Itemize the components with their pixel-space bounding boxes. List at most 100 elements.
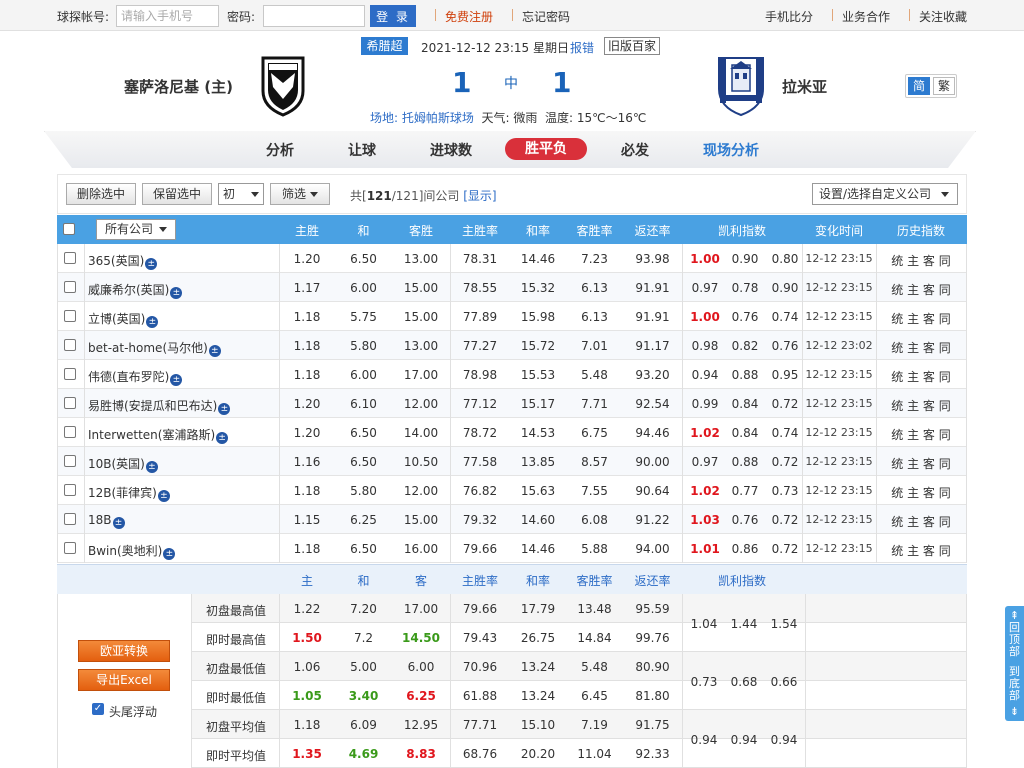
change-time[interactable]: 12-12 23:15 <box>805 281 873 294</box>
col-kelly[interactable]: 凯利指数 <box>717 224 766 238</box>
globe-icon[interactable]: ± <box>170 287 183 299</box>
lang-simplified-button[interactable]: 简 <box>908 77 930 95</box>
history-links[interactable]: 统 主 客 同 <box>891 370 951 384</box>
company-name[interactable]: 365(英国) ± <box>88 252 158 270</box>
history-links[interactable]: 统 主 客 同 <box>891 515 951 529</box>
report-error-link[interactable]: 报错 <box>570 41 595 55</box>
globe-icon[interactable]: ± <box>145 258 158 270</box>
col-draw[interactable]: 和 <box>357 224 370 238</box>
col-away-rate[interactable]: 客胜率 <box>576 224 613 238</box>
history-links[interactable]: 统 主 客 同 <box>891 341 951 355</box>
up-arrow-icon[interactable]: ⇞ <box>1009 609 1020 622</box>
lang-traditional-button[interactable]: 繁 <box>933 77 955 95</box>
keep-selected-button[interactable]: 保留选中 <box>142 183 212 205</box>
company-name[interactable]: 18B ± <box>88 513 125 529</box>
delete-selected-button[interactable]: 删除选中 <box>66 183 136 205</box>
history-links[interactable]: 统 主 客 同 <box>891 486 951 500</box>
row-checkbox[interactable] <box>64 252 76 264</box>
globe-icon[interactable]: ± <box>208 345 221 357</box>
row-checkbox[interactable] <box>64 310 76 322</box>
col-home-rate[interactable]: 主胜率 <box>461 224 498 238</box>
row-checkbox[interactable] <box>64 542 76 554</box>
history-links[interactable]: 统 主 客 同 <box>891 312 951 326</box>
home-team-logo[interactable] <box>260 55 306 117</box>
globe-icon[interactable]: ± <box>146 316 159 328</box>
company-name[interactable]: 10B(英国) ± <box>88 455 158 473</box>
login-button[interactable]: 登 录 <box>370 5 416 27</box>
change-time[interactable]: 12-12 23:15 <box>805 542 873 555</box>
company-name[interactable]: Interwetten(塞浦路斯) ± <box>88 426 229 444</box>
row-checkbox[interactable] <box>64 513 76 525</box>
row-checkbox[interactable] <box>64 397 76 409</box>
change-time[interactable]: 12-12 23:15 <box>805 426 873 439</box>
filter-button[interactable]: 筛选 <box>270 183 330 205</box>
league-tag[interactable]: 希腊超 <box>361 37 408 55</box>
away-team-logo[interactable] <box>716 55 766 117</box>
tab-goals[interactable]: 进球数 <box>430 143 472 159</box>
to-bottom-button[interactable]: 到底部 <box>1009 665 1020 702</box>
odds-type-select[interactable]: 初 <box>218 183 264 205</box>
away-team-name[interactable]: 拉米亚 <box>782 78 828 96</box>
business-link[interactable]: 业务合作 <box>842 10 891 24</box>
tab-1x2[interactable]: 胜平负 <box>505 138 587 160</box>
row-checkbox[interactable] <box>64 426 76 438</box>
row-checkbox[interactable] <box>64 339 76 351</box>
password-input[interactable] <box>263 5 365 27</box>
col-history[interactable]: 历史指数 <box>896 224 945 238</box>
company-name[interactable]: Bwin(奥地利) ± <box>88 542 176 560</box>
back-to-top-button[interactable]: 回顶部 <box>1009 621 1020 658</box>
col-home-win[interactable]: 主胜 <box>294 224 319 238</box>
change-time[interactable]: 12-12 23:15 <box>805 252 873 265</box>
col-change-time[interactable]: 变化时间 <box>814 224 863 238</box>
history-links[interactable]: 统 主 客 同 <box>891 457 951 471</box>
company-name[interactable]: 12B(菲律宾) ± <box>88 484 170 502</box>
change-time[interactable]: 12-12 23:15 <box>805 310 873 323</box>
tab-live-analysis[interactable]: 现场分析 <box>703 143 759 159</box>
history-links[interactable]: 统 主 客 同 <box>891 399 951 413</box>
company-filter-select[interactable]: 所有公司 <box>96 219 176 240</box>
export-excel-button[interactable]: 导出Excel <box>78 669 170 691</box>
globe-icon[interactable]: ± <box>145 461 158 473</box>
company-name[interactable]: bet-at-home(马尔他) ± <box>88 339 221 357</box>
tab-analysis[interactable]: 分析 <box>266 143 294 159</box>
change-time[interactable]: 12-12 23:15 <box>805 484 873 497</box>
float-header-checkbox[interactable]: ✓ <box>92 703 104 715</box>
company-name[interactable]: 伟德(直布罗陀) ± <box>88 368 183 386</box>
change-time[interactable]: 12-12 23:15 <box>805 513 873 526</box>
tab-handicap[interactable]: 让球 <box>348 143 376 159</box>
change-time[interactable]: 12-12 23:15 <box>805 397 873 410</box>
col-away-win[interactable]: 客胜 <box>408 224 433 238</box>
history-links[interactable]: 统 主 客 同 <box>891 254 951 268</box>
company-name[interactable]: 立博(英国) ± <box>88 310 159 328</box>
row-checkbox[interactable] <box>64 368 76 380</box>
change-time[interactable]: 12-12 23:15 <box>805 368 873 381</box>
globe-icon[interactable]: ± <box>157 490 170 502</box>
company-name[interactable]: 威廉希尔(英国) ± <box>88 281 183 299</box>
account-input[interactable] <box>116 5 219 27</box>
follow-link[interactable]: 关注收藏 <box>919 10 968 24</box>
history-links[interactable]: 统 主 客 同 <box>891 283 951 297</box>
asia-euro-convert-button[interactable]: 欧亚转换 <box>78 640 170 662</box>
history-links[interactable]: 统 主 客 同 <box>891 544 951 558</box>
globe-icon[interactable]: ± <box>112 517 125 529</box>
col-return-rate[interactable]: 返还率 <box>634 224 671 238</box>
custom-company-select[interactable]: 设置/选择自定义公司 <box>812 183 958 205</box>
change-time[interactable]: 12-12 23:02 <box>805 339 873 352</box>
register-link[interactable]: 免费注册 <box>445 10 494 24</box>
select-all-checkbox[interactable] <box>63 223 75 235</box>
row-checkbox[interactable] <box>64 281 76 293</box>
globe-icon[interactable]: ± <box>216 432 229 444</box>
row-checkbox[interactable] <box>64 455 76 467</box>
row-checkbox[interactable] <box>64 484 76 496</box>
home-team-name[interactable]: 塞萨洛尼基 (主) <box>124 78 233 96</box>
globe-icon[interactable]: ± <box>218 403 231 415</box>
show-link[interactable]: [显示] <box>463 189 497 203</box>
forgot-password-link[interactable]: 忘记密码 <box>522 10 571 24</box>
down-arrow-icon[interactable]: ⇟ <box>1009 705 1020 718</box>
history-links[interactable]: 统 主 客 同 <box>891 428 951 442</box>
tab-betfair[interactable]: 必发 <box>621 143 649 159</box>
old-version-button[interactable]: 旧版百家 <box>604 37 661 55</box>
globe-icon[interactable]: ± <box>163 548 176 560</box>
globe-icon[interactable]: ± <box>170 374 183 386</box>
change-time[interactable]: 12-12 23:15 <box>805 455 873 468</box>
